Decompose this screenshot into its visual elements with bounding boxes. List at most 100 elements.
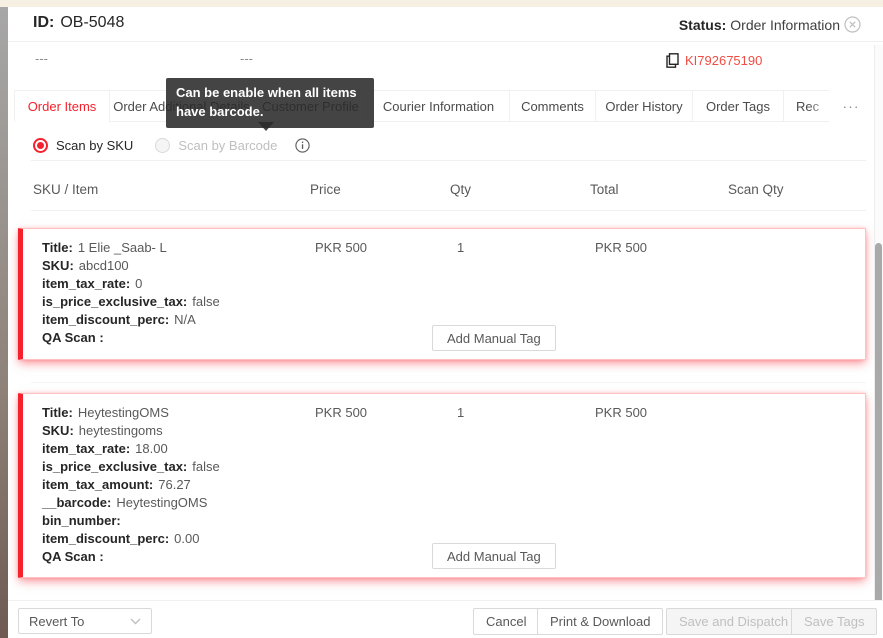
revert-to-select[interactable]: Revert To [18,608,152,634]
item-field-row: QA Scan : [42,548,220,566]
tabs-more-button[interactable]: ··· [842,98,860,114]
field-value: N/A [174,312,196,327]
field-value: HeytestingOMS [116,495,208,510]
item-price: PKR 500 [315,405,368,420]
divider [31,160,866,161]
field-label: item_discount_perc: [42,531,170,546]
add-manual-tag-button[interactable]: Add Manual Tag [432,543,556,569]
scan-by-barcode-radio[interactable] [155,137,171,153]
field-label: is_price_exclusive_tax: [42,459,188,474]
item-field-row: Title: 1 Elie _Saab- L [42,239,220,257]
field-value: 18.00 [135,441,168,456]
barcode-tooltip: Can be enable when all items have barcod… [166,78,374,128]
order-item-card: Title: HeytestingOMS SKU: heytestingoms it… [18,393,866,578]
tracking-number-row: KI792675190 [666,53,762,68]
drawer-footer: Revert To Cancel Print & Download Save a… [8,600,883,638]
placeholder-value-left: --- [35,51,48,66]
item-field-row: item_tax_rate: 18.00 [42,440,220,458]
print-download-button[interactable]: Print & Download [537,608,664,635]
item-field-row: item_tax_rate: 0 [42,275,220,293]
item-field-row: item_tax_amount: 76.27 [42,476,220,494]
info-icon[interactable] [295,137,310,153]
status-label: Status: [678,16,727,33]
field-label: bin_number: [42,513,121,528]
field-value: abcd100 [78,258,129,273]
field-value: HeytestingOMS [77,405,169,420]
order-status: Status: Order Information [679,16,861,33]
item-fields: Title: 1 Elie _Saab- L SKU: abcd100 item_t… [42,239,220,347]
order-id: ID: OB-5048 [33,14,124,32]
field-label: SKU: [42,258,74,273]
scan-by-sku-radio[interactable] [33,137,48,153]
item-price: PKR 500 [315,240,368,255]
order-id-value: OB-5048 [60,14,125,31]
tab-item[interactable]: Order History [595,90,693,122]
item-qty: 1 [457,240,465,255]
placeholder-value-center: --- [240,51,253,66]
item-field-row: item_discount_perc: 0.00 [42,530,220,548]
field-value: 1 Elie _Saab- L [77,240,167,255]
field-value: heytestingoms [78,423,163,438]
item-fields: Title: HeytestingOMS SKU: heytestingoms it… [42,404,220,566]
item-field-row: bin_number: [42,512,220,530]
cancel-button[interactable]: Cancel [473,608,540,635]
scan-mode-group: Scan by SKU Scan by Barcode [33,135,310,155]
copy-icon[interactable] [666,53,679,68]
field-label: item_tax_amount: [42,477,154,492]
tab-item[interactable]: Comments [509,90,596,122]
field-label: item_tax_rate: [42,441,131,456]
item-field-row: item_discount_perc: N/A [42,311,220,329]
field-label: SKU: [42,423,74,438]
tooltip-arrow [258,122,274,131]
vertical-scrollbar-track[interactable] [874,45,883,633]
field-value: false [192,294,220,309]
field-label: Title: [42,405,73,420]
field-label: __barcode: [42,495,112,510]
status-value: Order Information [730,16,840,33]
close-circle-icon[interactable] [844,16,861,33]
field-label: item_tax_rate: [42,276,131,291]
order-id-label: ID: [33,14,55,31]
save-and-dispatch-button[interactable]: Save and Dispatch [666,608,802,635]
item-total: PKR 500 [595,240,648,255]
item-field-row: SKU: heytestingoms [42,422,220,440]
order-item-card: Title: 1 Elie _Saab- L SKU: abcd100 item_t… [18,228,866,360]
tab-item[interactable]: Courier Information [367,90,510,122]
field-label: item_discount_perc: [42,312,170,327]
field-label: Title: [42,240,73,255]
field-label: is_price_exclusive_tax: [42,294,188,309]
field-value: false [192,459,220,474]
scan-by-sku-label[interactable]: Scan by SKU [56,137,134,153]
scan-by-barcode-label: Scan by Barcode [178,137,278,153]
divider [31,382,866,383]
tab-item[interactable]: Order Items [14,90,110,122]
chevron-down-icon [130,618,141,625]
revert-to-value: Revert To [29,613,85,629]
item-qty: 1 [457,405,465,420]
column-qty: Qty [450,182,472,197]
item-field-row: is_price_exclusive_tax: false [42,293,220,311]
item-field-row: __barcode: HeytestingOMS [42,494,220,512]
tracking-number-link[interactable]: KI792675190 [685,53,763,68]
tab-item[interactable]: Rec [783,90,829,122]
vertical-scrollbar-thumb[interactable] [875,243,882,633]
field-value: 76.27 [158,477,191,492]
tab-bar: Order Items Order Additional Details Cus… [14,90,844,122]
field-label: QA Scan : [42,549,104,564]
order-drawer: ID: OB-5048 Status: Order Information ---… [8,7,883,638]
item-total: PKR 500 [595,405,648,420]
add-manual-tag-button[interactable]: Add Manual Tag [432,325,556,351]
item-field-row: QA Scan : [42,329,220,347]
page-top-strip [0,0,883,7]
divider [31,210,866,211]
item-field-row: is_price_exclusive_tax: false [42,458,220,476]
page-left-strip [0,7,8,638]
column-total: Total [590,182,619,197]
column-price: Price [310,182,341,197]
save-tags-button[interactable]: Save Tags [791,608,878,635]
field-label: QA Scan : [42,330,104,345]
item-field-row: Title: HeytestingOMS [42,404,220,422]
tab-item[interactable]: Order Tags [692,90,784,122]
column-sku-item: SKU / Item [33,182,99,197]
field-value: 0 [135,276,143,291]
